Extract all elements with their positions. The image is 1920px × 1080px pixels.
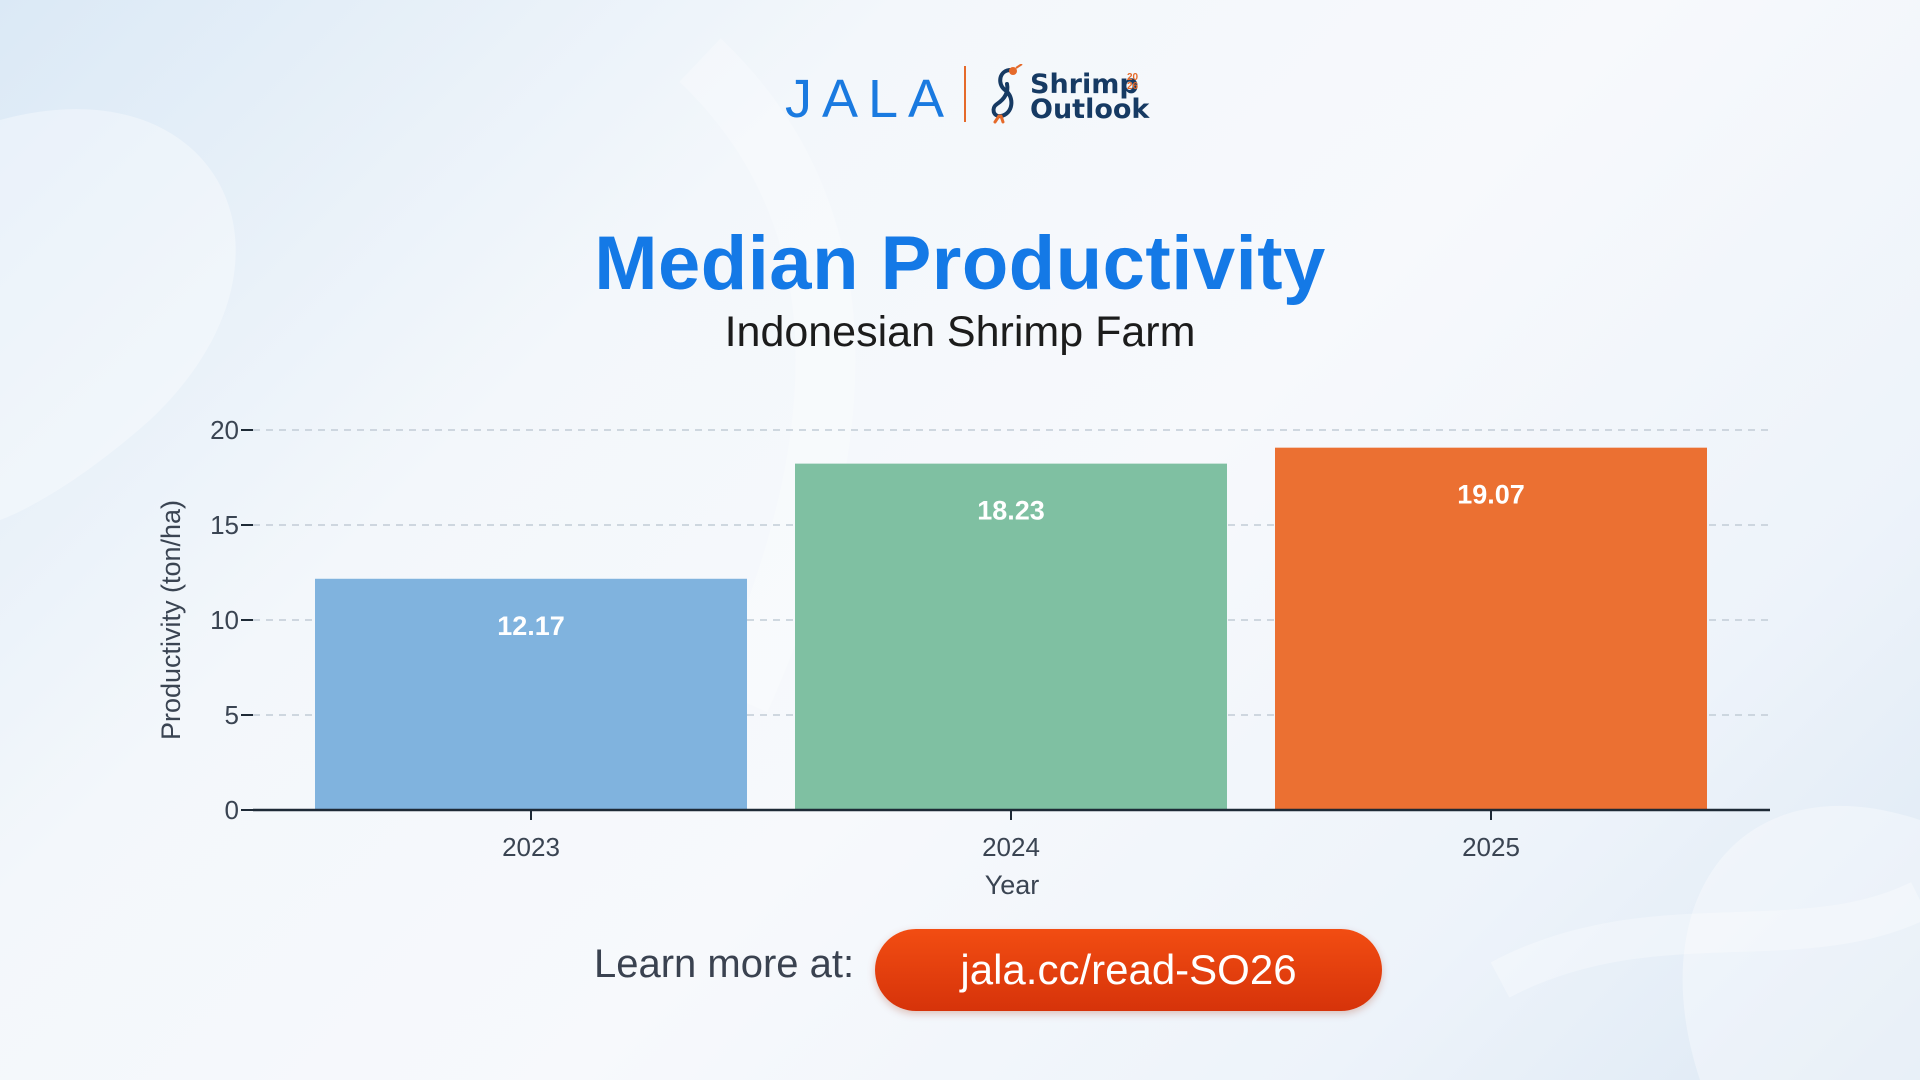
y-tick-label: 5 <box>225 700 239 730</box>
y-tick-label: 15 <box>210 510 239 540</box>
y-tick-label: 20 <box>210 415 239 445</box>
shrimp-logo-icon <box>991 64 1023 124</box>
y-tick-label: 0 <box>225 795 239 825</box>
outlook-logo-text: Outlook <box>1030 94 1150 125</box>
x-tick-label-2023: 2023 <box>502 832 560 862</box>
bar-2025 <box>1275 447 1707 810</box>
bar-2023 <box>315 578 747 810</box>
jala-logo: JALA <box>785 69 955 129</box>
logo-area: JALA Shrimp Outlook 20 26 <box>0 60 1920 132</box>
y-axis-label: Productivity (ton/ha) <box>156 500 186 740</box>
x-tick-label-2024: 2024 <box>982 832 1040 862</box>
y-tick-labels: 0 5 10 15 20 <box>210 415 253 825</box>
bar-value-label-2023: 12.17 <box>497 611 565 641</box>
shrimp-logo-text: Shrimp <box>1030 69 1139 100</box>
learn-more-link-button[interactable]: jala.cc/read-SO26 <box>875 929 1382 1011</box>
logo-year: 20 26 <box>1127 72 1139 92</box>
x-tick-labels: 2023 2024 2025 <box>502 810 1520 862</box>
bar-value-label-2025: 19.07 <box>1457 480 1525 510</box>
bar-2024 <box>795 463 1227 810</box>
x-axis-label: Year <box>985 870 1040 900</box>
chart-subtitle: Indonesian Shrimp Farm <box>724 308 1196 356</box>
y-tick-label: 10 <box>210 605 239 635</box>
x-tick-label-2025: 2025 <box>1462 832 1520 862</box>
bars: 12.17 18.23 19.07 <box>315 447 1707 810</box>
logo-divider <box>964 66 966 122</box>
learn-more-label: Learn more at: <box>594 942 855 986</box>
bar-value-label-2024: 18.23 <box>977 496 1045 526</box>
chart-title: Median Productivity <box>594 221 1326 306</box>
